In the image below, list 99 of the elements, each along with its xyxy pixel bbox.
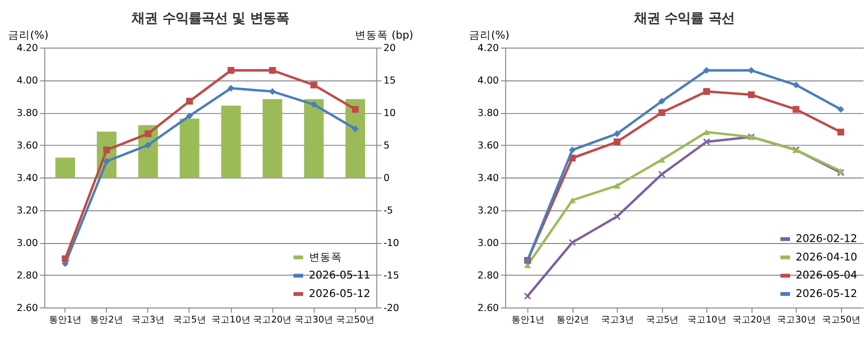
point: [614, 130, 620, 138]
bar: [346, 99, 366, 178]
point: [228, 84, 234, 92]
bar: [55, 158, 75, 178]
y-tick-label: 2.60: [478, 302, 499, 314]
y-tick-label: 3.00: [16, 238, 38, 249]
point: [310, 82, 318, 88]
y-tick-label: 2.80: [478, 270, 499, 282]
y-tick-label: 2.80: [16, 270, 38, 282]
point: [568, 146, 576, 154]
y2-tick-label: 0: [383, 172, 390, 184]
point: [186, 112, 193, 120]
y-tick-label: 4.00: [478, 75, 499, 86]
bar: [180, 118, 200, 178]
x-tick-label: 국고30년: [294, 315, 334, 326]
y-tick-label: 3.80: [478, 108, 499, 119]
point: [524, 292, 531, 300]
legend-label: 변동폭: [308, 251, 342, 264]
point: [228, 66, 234, 74]
y2-tick-label: -20: [383, 302, 400, 314]
y2-tick-label: -10: [383, 238, 400, 249]
chart-title: 채권 수익률곡선 및 변동폭: [130, 10, 289, 27]
y-tick-label: 4.20: [478, 43, 499, 54]
x-tick-label: 통안2년: [90, 315, 124, 326]
point: [568, 197, 576, 204]
y-tick-label: 4.00: [16, 75, 38, 86]
x-tick-label: 통안1년: [512, 315, 544, 326]
point: [658, 98, 666, 105]
x-tick-label: 국고20년: [732, 315, 772, 326]
x-tick-label: 국고20년: [253, 315, 292, 326]
x-tick-label: 국고50년: [822, 315, 861, 326]
point: [310, 101, 318, 108]
x-tick-label: 국고5년: [173, 315, 206, 326]
y-tick-label: 3.40: [16, 172, 38, 184]
y2-tick-label: -15: [383, 270, 400, 282]
legend-label: 2026-02-12: [796, 233, 858, 246]
point: [658, 156, 666, 163]
point: [748, 66, 755, 74]
y-tick-label: 3.00: [478, 238, 499, 249]
point: [837, 128, 844, 136]
point: [703, 88, 710, 95]
y-axis-title: 금리(%): [469, 30, 510, 42]
point: [144, 130, 152, 138]
y-tick-label: 2.60: [16, 302, 38, 314]
point: [792, 82, 800, 88]
legend-label: 2026-04-10: [796, 251, 858, 264]
x-tick-label: 국고10년: [212, 315, 250, 326]
point: [837, 168, 844, 174]
x-tick-label: 국고3년: [601, 315, 634, 326]
y-tick-label: 3.20: [478, 205, 499, 216]
point: [144, 142, 152, 148]
point: [703, 66, 710, 74]
legend-label: 2026-05-11: [308, 270, 370, 282]
y-tick-label: 3.40: [478, 172, 499, 184]
x-tick-label: 통안1년: [48, 315, 82, 326]
y-tick-label: 3.20: [16, 205, 38, 216]
x-tick-label: 국고30년: [777, 315, 816, 326]
chart-title: 채권 수익률 곡선: [632, 10, 734, 27]
y2-tick-label: 15: [383, 75, 396, 86]
point: [703, 129, 710, 136]
point: [186, 98, 193, 105]
y-tick-label: 3.60: [16, 140, 38, 152]
x-tick-label: 통안2년: [556, 315, 590, 326]
y-tick-label: 4.20: [16, 43, 38, 54]
point: [837, 106, 844, 113]
point: [103, 158, 110, 165]
legend-label: 2026-05-12: [308, 288, 370, 300]
y-tick-label: 3.60: [478, 140, 499, 152]
point: [658, 170, 666, 178]
x-tick-label: 국고5년: [646, 315, 679, 326]
y-tick-label: 3.80: [16, 108, 38, 119]
x-tick-label: 국고50년: [336, 315, 375, 326]
point: [703, 138, 710, 146]
y-axis-title: 금리(%): [8, 30, 48, 42]
x-tick-label: 국고3년: [132, 315, 164, 326]
y2-tick-label: 10: [383, 108, 396, 119]
y2-tick-label: 20: [383, 43, 396, 54]
point: [568, 239, 576, 246]
point: [352, 125, 359, 132]
x-tick-label: 국고10년: [688, 315, 726, 326]
point: [792, 106, 800, 113]
point: [614, 182, 620, 189]
point: [614, 138, 620, 146]
bar: [262, 99, 282, 178]
bar: [221, 106, 241, 178]
point: [658, 109, 666, 116]
y2-tick-label: 5: [383, 140, 390, 152]
bar: [304, 99, 324, 178]
y2-tick-label: -5: [383, 205, 394, 216]
point: [614, 213, 620, 220]
legend-label: 2026-05-04: [796, 270, 858, 282]
y2-axis-title: 변동폭 (bp): [355, 30, 414, 42]
point: [748, 91, 755, 98]
point: [62, 255, 69, 262]
point: [352, 106, 359, 113]
point: [269, 66, 276, 74]
point: [269, 88, 276, 95]
legend-label: 2026-05-12: [796, 288, 858, 300]
point: [103, 146, 110, 154]
